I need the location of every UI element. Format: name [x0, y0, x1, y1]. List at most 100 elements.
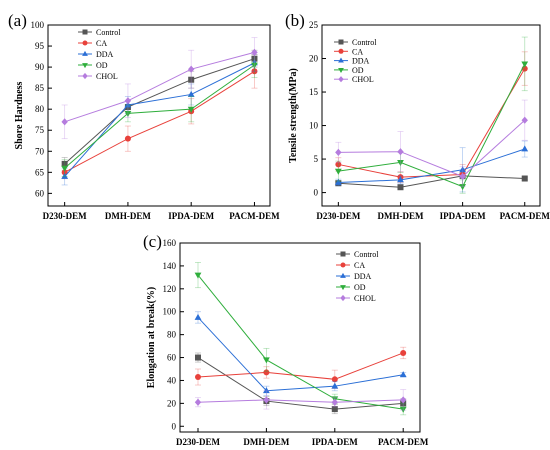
chart-c-ytick-label: 40 [167, 375, 177, 385]
chart-a-legend-control-label: Control [96, 28, 121, 37]
chart-c-frame [179, 242, 421, 433]
chart-c-series-od-line [197, 274, 404, 410]
chart-c-legend-ca-marker [340, 262, 346, 268]
chart-c-series-dda-point [399, 371, 407, 378]
chart-c-series-chol-point [263, 396, 270, 404]
chart-c-legend-chol-marker [340, 294, 346, 302]
chart-a-series-dda-point [187, 90, 195, 97]
chart-c-xtick-label: IPDA-DEM [312, 437, 358, 447]
chart-b-series-control-point [397, 184, 404, 191]
chart-a-xtick-label: D230-DEM [43, 211, 87, 221]
chart-a-ytick-label: 95 [35, 41, 45, 51]
chart-a-ytick-label: 70 [35, 146, 45, 156]
chart-c-ytick-label: 20 [167, 398, 177, 408]
chart-b-series-chol-point [397, 148, 404, 156]
chart-b-legend-od-marker [338, 68, 344, 73]
chart-c-series-ca-point [331, 376, 338, 383]
chart-a-legend-od-label: OD [96, 61, 108, 70]
chart-a-ytick-label: 80 [35, 104, 45, 114]
chart-b-series-dda-point [459, 166, 467, 173]
chart-b-panel-label: (b) [285, 11, 305, 30]
chart-a-series-chol-point [61, 118, 68, 126]
chart-a-xtick-label: IPDA-DEM [168, 211, 214, 221]
chart-a-series-chol-line [64, 51, 255, 123]
chart-b-legend-dda-label: DDA [352, 57, 370, 66]
chart-a-series-od-point [187, 106, 195, 113]
chart-a-series-control-point [251, 55, 258, 62]
chart-a-series-ca-point [251, 68, 258, 75]
chart-b-legend-ca-label: CA [352, 47, 363, 56]
chart-a-legend-chol-label: CHOL [96, 72, 118, 81]
chart-c-legend-dda-marker [340, 272, 346, 278]
chart-c-series-control-line [197, 357, 404, 410]
chart-b-legend-chol-label: CHOL [352, 75, 374, 84]
chart-c-xtick-label: D230-DEM [176, 437, 220, 447]
chart-c-legend-ca-label: CA [354, 261, 365, 270]
chart-c-series-control-point [195, 354, 201, 361]
chart-b-series-chol-point [521, 116, 528, 124]
chart-a-ylabel: Shore Hardness [14, 81, 25, 149]
chart-b-xtick-label: DMH-DEM [377, 211, 423, 221]
chart-c-ytick-label: 140 [163, 261, 177, 271]
chart-c-series-dda-line [197, 317, 404, 392]
chart-b-series-dda-point [334, 178, 342, 185]
chart-a-ytick-label: 75 [35, 125, 45, 135]
chart-c-series-ca-point [195, 374, 201, 381]
chart-b-series-od-point [334, 168, 342, 175]
chart-b-series-chol-point [459, 172, 466, 181]
chart-b-series-od-point [459, 184, 467, 191]
chart-b-frame [321, 24, 541, 207]
chart-c-panel-label: (c) [143, 232, 162, 251]
chart-a-ytick-label: 65 [35, 167, 45, 177]
chart-a-legend-ca-marker [82, 40, 88, 46]
chart-c-ytick-label: 60 [167, 353, 177, 363]
chart-b-ytick-label: 20 [309, 54, 319, 64]
chart-a-series-chol-point [187, 65, 195, 73]
chart-a-series-control-point [61, 160, 68, 167]
chart-c-legend-od-label: OD [354, 283, 366, 292]
chart-a-series-ca-point [124, 135, 131, 142]
chart-b-series-control-line [338, 175, 525, 188]
chart-c-series-chol-point [194, 398, 202, 406]
chart-c-ytick-label: 0 [172, 421, 177, 431]
chart-c-series-od-point [399, 406, 407, 413]
chart-c-series-chol-line [197, 399, 404, 403]
chart-c-series-ca-point [400, 349, 407, 356]
chart-b-legend-chol-marker [338, 76, 344, 83]
chart-a-legend-control-marker [82, 29, 88, 35]
chart-a-ytick-label: 60 [35, 188, 45, 198]
chart-a-ytick-label: 85 [35, 83, 45, 93]
chart-b-ytick-label: 15 [309, 87, 319, 97]
chart-c-series-ca-line [197, 352, 404, 380]
chart-a-series-chol-point [124, 97, 132, 105]
chart-c-legend-chol-label: CHOL [354, 294, 376, 303]
chart-b-series-od-point [397, 160, 404, 167]
chart-a-legend-dda-label: DDA [96, 50, 114, 59]
chart-b-ytick-label: 0 [314, 188, 319, 198]
chart-c-series-dda-point [194, 313, 202, 320]
chart-b-series-ca-line [338, 68, 526, 178]
chart-a-xtick-label: DMH-DEM [105, 211, 151, 221]
chart-a-panel-label: (a) [8, 11, 27, 30]
chart-a-series-dda-line [64, 62, 255, 177]
chart-b-legend-control-label: Control [352, 38, 377, 47]
chart-b-legend-ca-marker [338, 48, 344, 54]
chart-c-series-chol-point [400, 396, 407, 404]
chart-c-ytick-label: 160 [163, 238, 177, 248]
chart-c-series-dda-point [331, 382, 339, 389]
chart-a-series-od-line [64, 64, 255, 169]
chart-c-legend-control-label: Control [354, 250, 379, 259]
chart-a-series-od-point [251, 62, 258, 69]
chart-c-series-chol-point [331, 398, 338, 406]
chart-b-series-control-point [521, 175, 528, 182]
chart-b-series-dda-point [521, 145, 529, 152]
chart-b-xtick-label: IPDA-DEM [440, 211, 486, 221]
chart-c-ytick-label: 120 [163, 284, 177, 294]
chart-c-legend-od-marker [340, 285, 346, 291]
chart-b-series-chol-line [338, 119, 526, 178]
chart-c-ylabel: Elongation at break(%) [146, 287, 157, 389]
chart-c-series-control-point [331, 406, 338, 413]
chart-b-ytick-label: 5 [314, 154, 319, 164]
chart-b-legend-od-label: OD [352, 66, 364, 75]
